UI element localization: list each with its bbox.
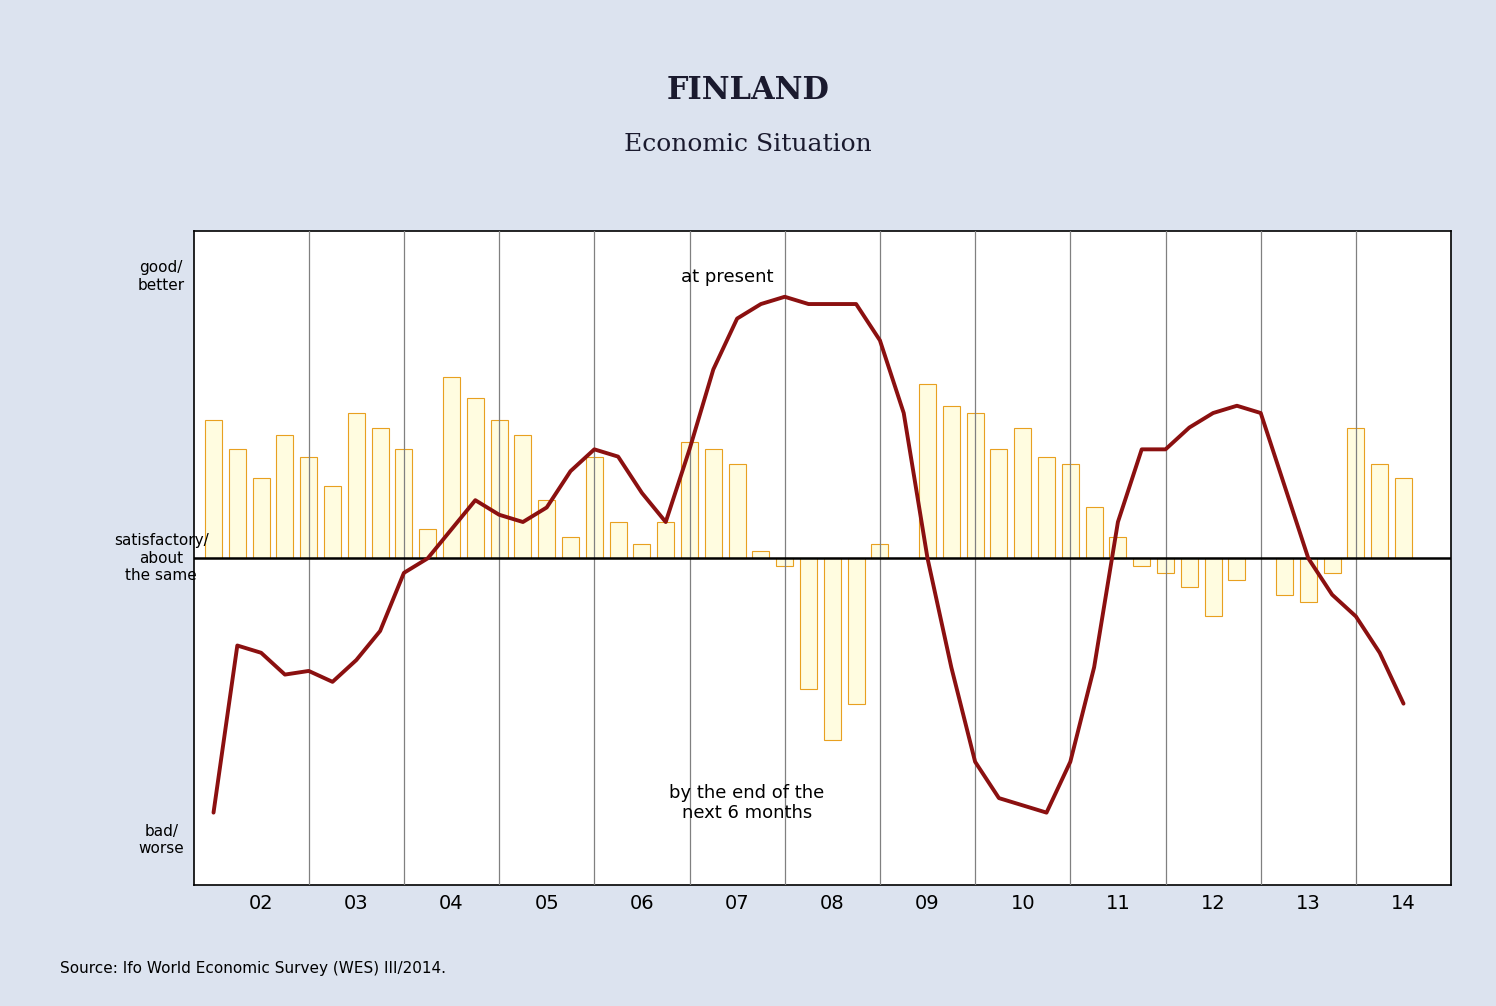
Bar xyxy=(824,558,841,740)
Bar xyxy=(800,558,817,689)
Text: at present: at present xyxy=(681,268,773,286)
Bar xyxy=(705,450,723,558)
Bar xyxy=(277,435,293,558)
Bar xyxy=(1204,558,1222,617)
Bar xyxy=(1228,558,1246,580)
Bar xyxy=(1014,428,1031,558)
Bar xyxy=(467,398,483,558)
Bar xyxy=(1276,558,1293,595)
Bar xyxy=(539,500,555,558)
Bar xyxy=(1324,558,1340,572)
Bar xyxy=(301,457,317,558)
Bar xyxy=(1062,464,1079,558)
Bar xyxy=(729,464,745,558)
Bar xyxy=(919,384,936,558)
Bar xyxy=(1180,558,1198,588)
Text: good/
better: good/ better xyxy=(138,261,184,293)
Bar xyxy=(1372,464,1388,558)
Text: bad/
worse: bad/ worse xyxy=(138,824,184,856)
Bar xyxy=(752,551,769,558)
Bar xyxy=(1348,428,1364,558)
Bar xyxy=(1300,558,1316,602)
Bar xyxy=(586,457,603,558)
Bar xyxy=(848,558,865,703)
Bar xyxy=(966,413,984,558)
Bar xyxy=(1156,558,1174,572)
Bar xyxy=(633,544,651,558)
Bar xyxy=(681,442,699,558)
Bar xyxy=(395,450,413,558)
Bar xyxy=(776,558,793,565)
Bar xyxy=(657,522,675,558)
Bar xyxy=(562,536,579,558)
Bar xyxy=(609,522,627,558)
Bar xyxy=(325,486,341,558)
Bar xyxy=(491,421,507,558)
Bar xyxy=(1132,558,1150,565)
Bar xyxy=(942,405,960,558)
Text: FINLAND: FINLAND xyxy=(667,74,829,106)
Bar xyxy=(419,529,437,558)
Bar xyxy=(371,428,389,558)
Bar xyxy=(229,450,245,558)
Bar xyxy=(1086,507,1103,558)
Bar xyxy=(347,413,365,558)
Text: by the end of the
next 6 months: by the end of the next 6 months xyxy=(669,784,824,822)
Bar xyxy=(871,544,889,558)
Bar xyxy=(443,376,461,558)
Bar xyxy=(1110,536,1126,558)
Bar xyxy=(1038,457,1055,558)
Bar xyxy=(253,479,269,558)
Text: satisfactory/
about
the same: satisfactory/ about the same xyxy=(114,533,208,583)
Text: Source: Ifo World Economic Survey (WES) III/2014.: Source: Ifo World Economic Survey (WES) … xyxy=(60,961,446,976)
Bar xyxy=(990,450,1007,558)
Bar xyxy=(515,435,531,558)
Bar xyxy=(205,421,221,558)
Text: Economic Situation: Economic Situation xyxy=(624,133,872,156)
Bar xyxy=(1394,479,1412,558)
